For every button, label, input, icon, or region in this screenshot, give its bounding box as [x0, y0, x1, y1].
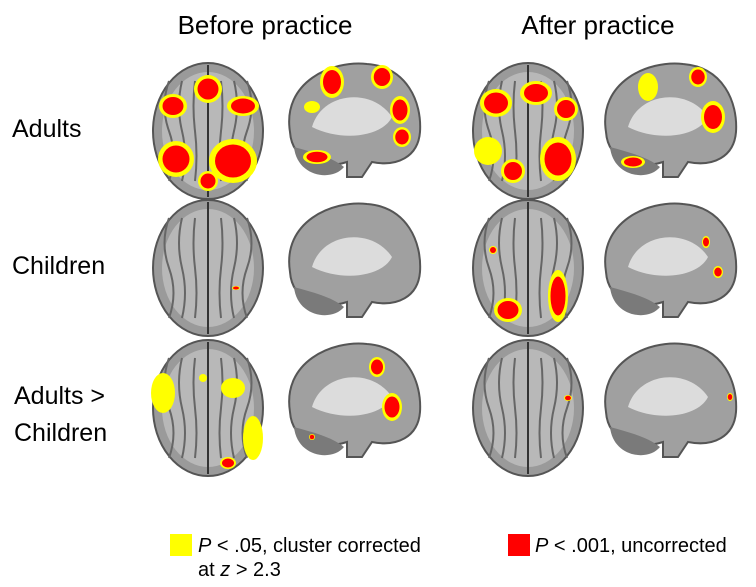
- activation: [393, 100, 408, 121]
- brain-images: [151, 63, 736, 476]
- activation: [691, 70, 705, 85]
- activation: [703, 238, 709, 247]
- legend-text: P < .05, cluster corrected: [198, 535, 421, 557]
- activation: [323, 70, 341, 94]
- activation: [395, 130, 409, 145]
- activation: [222, 459, 234, 468]
- axial-slice: [153, 63, 263, 199]
- activation: [524, 84, 548, 102]
- legend-label: at: [198, 559, 215, 581]
- legend-symbol: P: [535, 535, 549, 557]
- axial-slice: [473, 200, 583, 336]
- row-label: Adults >: [14, 382, 105, 410]
- activation: [728, 394, 733, 400]
- legend-label: < .05, cluster corrected: [217, 535, 421, 557]
- axial-slice: [473, 340, 583, 476]
- activation: [714, 268, 722, 277]
- activation: [199, 374, 207, 382]
- sagittal-slice: [605, 64, 736, 177]
- activation: [374, 68, 391, 86]
- axial-slice: [151, 340, 263, 476]
- legend-symbol: z: [219, 559, 230, 581]
- sagittal-slice: [289, 204, 420, 317]
- axial-slice: [473, 63, 583, 199]
- column-header: Before practice: [178, 10, 353, 40]
- activation: [565, 396, 571, 401]
- activation: [385, 397, 400, 418]
- sagittal-slice: [605, 204, 736, 317]
- activation: [474, 137, 502, 165]
- activation: [551, 277, 566, 316]
- activation: [304, 101, 320, 113]
- activation: [557, 100, 575, 118]
- activation: [163, 97, 184, 115]
- activation: [151, 373, 175, 413]
- activation: [231, 99, 255, 114]
- sagittal-slice: [289, 344, 420, 457]
- row-label: Adults: [12, 115, 81, 143]
- legend-symbol: P: [198, 535, 212, 557]
- activation: [215, 145, 251, 178]
- sagittal-slice: [605, 344, 736, 457]
- legend-swatch: [170, 534, 192, 556]
- activation: [221, 378, 245, 398]
- activation: [624, 158, 642, 167]
- legend-text: at z > 2.3: [198, 559, 281, 581]
- legend-label: > 2.3: [236, 559, 281, 581]
- sagittal-slice: [289, 64, 420, 177]
- row-label: Children: [14, 419, 107, 447]
- activation: [484, 93, 508, 114]
- activation: [498, 301, 519, 319]
- legend-label: < .001, uncorrected: [554, 535, 727, 557]
- column-header: After practice: [521, 10, 674, 40]
- activation: [198, 79, 219, 100]
- legend-text: P < .001, uncorrected: [535, 535, 727, 557]
- activation: [638, 73, 658, 101]
- activation: [201, 174, 216, 189]
- axial-slice: [153, 200, 263, 336]
- activation: [504, 162, 522, 180]
- activation: [233, 287, 239, 290]
- activation: [545, 143, 572, 176]
- activation: [704, 105, 722, 129]
- activation: [490, 247, 496, 253]
- activation: [310, 435, 315, 440]
- activation: [371, 360, 383, 375]
- legend-swatch: [508, 534, 530, 556]
- row-label: Children: [12, 252, 105, 280]
- figure: Before practice After practice Adults Ch…: [0, 0, 756, 587]
- activation: [163, 146, 190, 173]
- activation: [243, 416, 263, 460]
- activation: [307, 152, 328, 163]
